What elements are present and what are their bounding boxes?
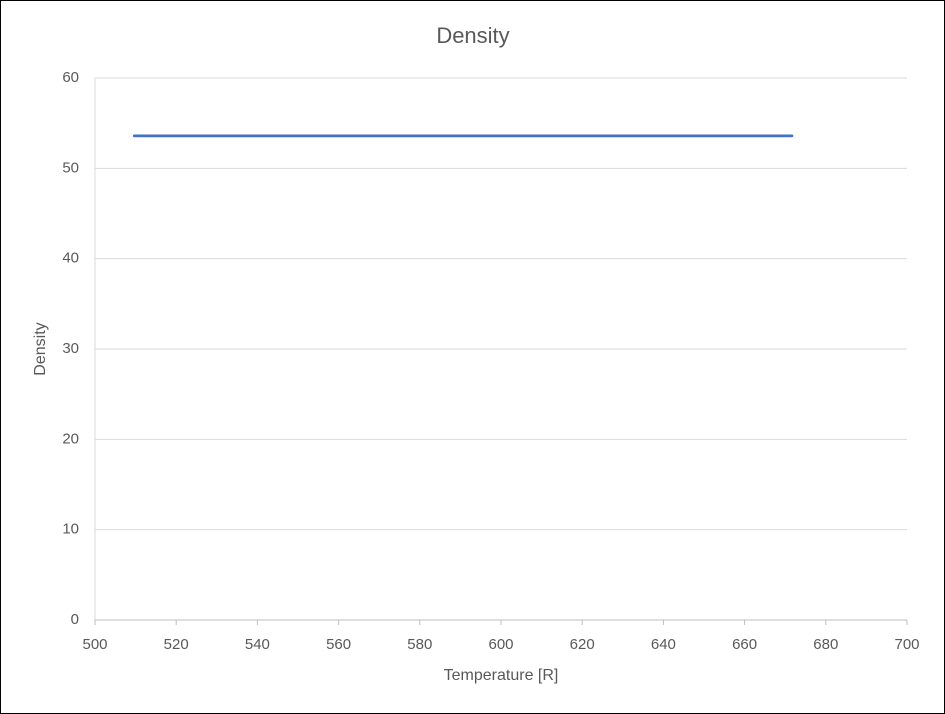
y-tick-label: 60 xyxy=(62,69,79,86)
chart-title: Density xyxy=(436,23,509,48)
x-tick-label: 540 xyxy=(245,636,270,653)
y-tick-label: 40 xyxy=(62,250,79,267)
x-tick-label: 620 xyxy=(570,636,595,653)
x-tick-label: 580 xyxy=(407,636,432,653)
y-tick-label: 0 xyxy=(71,611,79,628)
y-tick-label: 30 xyxy=(62,340,79,357)
x-tick-label: 660 xyxy=(732,636,757,653)
x-tick-label: 600 xyxy=(488,636,513,653)
x-axis-title: Temperature [R] xyxy=(444,667,559,684)
y-tick-label: 20 xyxy=(62,430,79,447)
x-tick-label: 500 xyxy=(82,636,107,653)
x-tick-label: 680 xyxy=(813,636,838,653)
x-tick-label: 700 xyxy=(894,636,919,653)
y-axis-title: Density xyxy=(32,322,49,375)
y-tick-label: 50 xyxy=(62,159,79,176)
x-tick-label: 640 xyxy=(651,636,676,653)
x-tick-label: 560 xyxy=(326,636,351,653)
x-tick-label: 520 xyxy=(164,636,189,653)
y-tick-label: 10 xyxy=(62,521,79,538)
